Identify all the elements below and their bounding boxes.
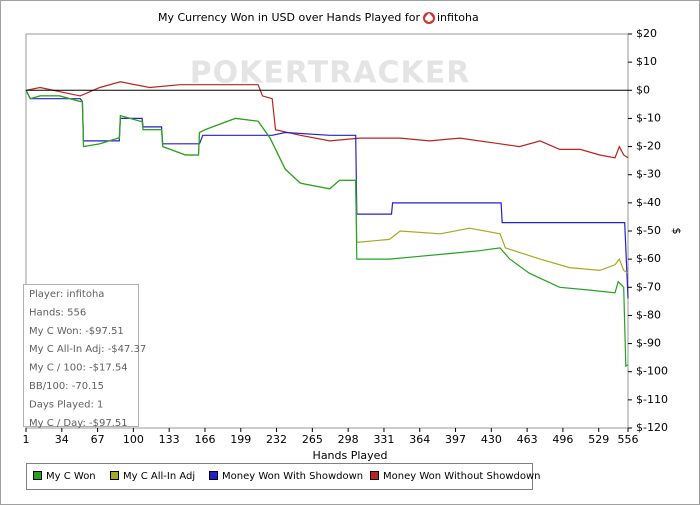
x-tick-label: 529 xyxy=(588,433,609,446)
y-tick-label: $20 xyxy=(636,27,657,40)
y-tick-label: $-60 xyxy=(636,252,661,265)
stats: Player: infitoha Hands: 556 My C Won: -$97… xyxy=(29,289,146,429)
x-tick-label: 298 xyxy=(338,433,359,446)
y-tick-label: $-20 xyxy=(636,140,661,153)
y-tick-label: $-80 xyxy=(636,308,661,321)
stat-line: My C Won: -$97.51 xyxy=(29,326,124,337)
x-tick-label: 199 xyxy=(230,433,251,446)
x-tick-label: 67 xyxy=(91,433,105,446)
stat-line: Days Played: 1 xyxy=(29,399,103,410)
legend-items: My C Won My C All-In Adj Money Won With Sh… xyxy=(33,471,541,482)
series-line xyxy=(25,90,629,368)
chart-title: My Currency Won in USD over Hands Played… xyxy=(158,11,421,24)
x-tick-label: 463 xyxy=(517,433,538,446)
stats-box: Player: infitoha Hands: 556 My C Won: -$97… xyxy=(23,284,146,429)
y-tick-label: $-50 xyxy=(636,224,661,237)
x-tick-label: 100 xyxy=(123,433,144,446)
x-tick-label: 496 xyxy=(552,433,573,446)
x-tick-label: 364 xyxy=(409,433,430,446)
y-tick-label: $-100 xyxy=(636,365,668,378)
x-tick-label: 265 xyxy=(302,433,323,446)
spade-icon xyxy=(423,12,435,24)
x-tick-label: 430 xyxy=(481,433,502,446)
stat-line: My C / Day: -$97.51 xyxy=(29,418,128,429)
x-tick-label: 166 xyxy=(194,433,215,446)
legend: My C Won My C All-In Adj Money Won With Sh… xyxy=(26,463,541,490)
x-tick-label: 133 xyxy=(159,433,180,446)
x-tick-label: 331 xyxy=(373,433,394,446)
legend-swatch xyxy=(33,471,42,480)
y-tick-label: $0 xyxy=(636,83,650,96)
stat-line: Hands: 556 xyxy=(29,307,86,318)
x-tick-label: 397 xyxy=(445,433,466,446)
stat-line: Player: infitoha xyxy=(29,289,104,300)
series-line xyxy=(25,81,629,159)
x-tick-label: 556 xyxy=(618,433,639,446)
y-tick-label: $-40 xyxy=(636,196,661,209)
stats-frame xyxy=(23,284,139,427)
legend-swatch xyxy=(370,471,379,480)
x-axis-title: Hands Played xyxy=(313,449,388,462)
y-tick-label: $10 xyxy=(636,55,657,68)
x-tick-label: 34 xyxy=(55,433,69,446)
y-tick-label: $-10 xyxy=(636,111,661,124)
x-tick-label: 232 xyxy=(266,433,287,446)
legend-label: My C All-In Adj xyxy=(123,471,195,482)
stat-line: My C / 100: -$17.54 xyxy=(29,363,128,374)
lines xyxy=(25,81,629,368)
y-tick-label: $-110 xyxy=(636,393,668,406)
legend-label: Money Won With Showdown xyxy=(222,471,363,482)
legend-label: My C Won xyxy=(46,471,96,482)
y-axis-title: $ xyxy=(670,228,683,235)
y-tick-label: $-30 xyxy=(636,168,661,181)
y-tick-label: $-90 xyxy=(636,337,661,350)
stat-line: My C All-In Adj: -$47.37 xyxy=(29,344,146,355)
y-tick-label: $-70 xyxy=(636,280,661,293)
legend-label: Money Won Without Showdown xyxy=(383,471,541,482)
stat-line: BB/100: -70.15 xyxy=(29,381,104,392)
legend-swatch xyxy=(110,471,119,480)
legend-swatch xyxy=(209,471,218,480)
x-tick-label: 1 xyxy=(23,433,30,446)
player-name: infitoha xyxy=(437,11,479,24)
y-tick-label: $-120 xyxy=(636,421,668,434)
